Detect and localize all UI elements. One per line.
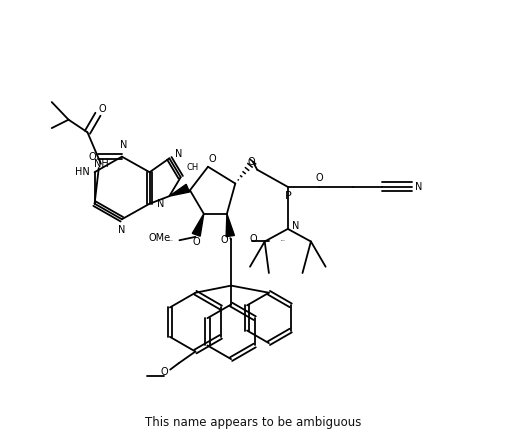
Text: N: N: [292, 220, 299, 231]
Text: OMe: OMe: [148, 233, 170, 243]
Text: O: O: [192, 237, 200, 247]
Text: This name appears to be ambiguous: This name appears to be ambiguous: [145, 416, 361, 429]
Text: N: N: [157, 199, 165, 209]
Text: O: O: [220, 235, 228, 245]
Text: N: N: [118, 225, 126, 235]
Text: HN: HN: [76, 167, 90, 177]
Text: CH: CH: [187, 164, 199, 172]
Text: methyl: methyl: [281, 240, 286, 241]
Text: O: O: [250, 235, 257, 244]
Text: P: P: [286, 191, 292, 201]
Text: O: O: [98, 104, 106, 114]
Text: O: O: [89, 152, 96, 162]
Text: methyl: methyl: [169, 239, 173, 241]
Text: N: N: [415, 182, 422, 192]
Text: O: O: [247, 157, 255, 167]
Text: N: N: [120, 140, 128, 150]
Text: O: O: [316, 173, 323, 183]
Text: N: N: [175, 149, 182, 159]
Polygon shape: [192, 214, 204, 236]
Polygon shape: [169, 184, 190, 196]
Text: O: O: [160, 367, 168, 377]
Text: NH: NH: [93, 159, 108, 169]
Text: O: O: [208, 154, 216, 164]
Polygon shape: [226, 214, 234, 237]
